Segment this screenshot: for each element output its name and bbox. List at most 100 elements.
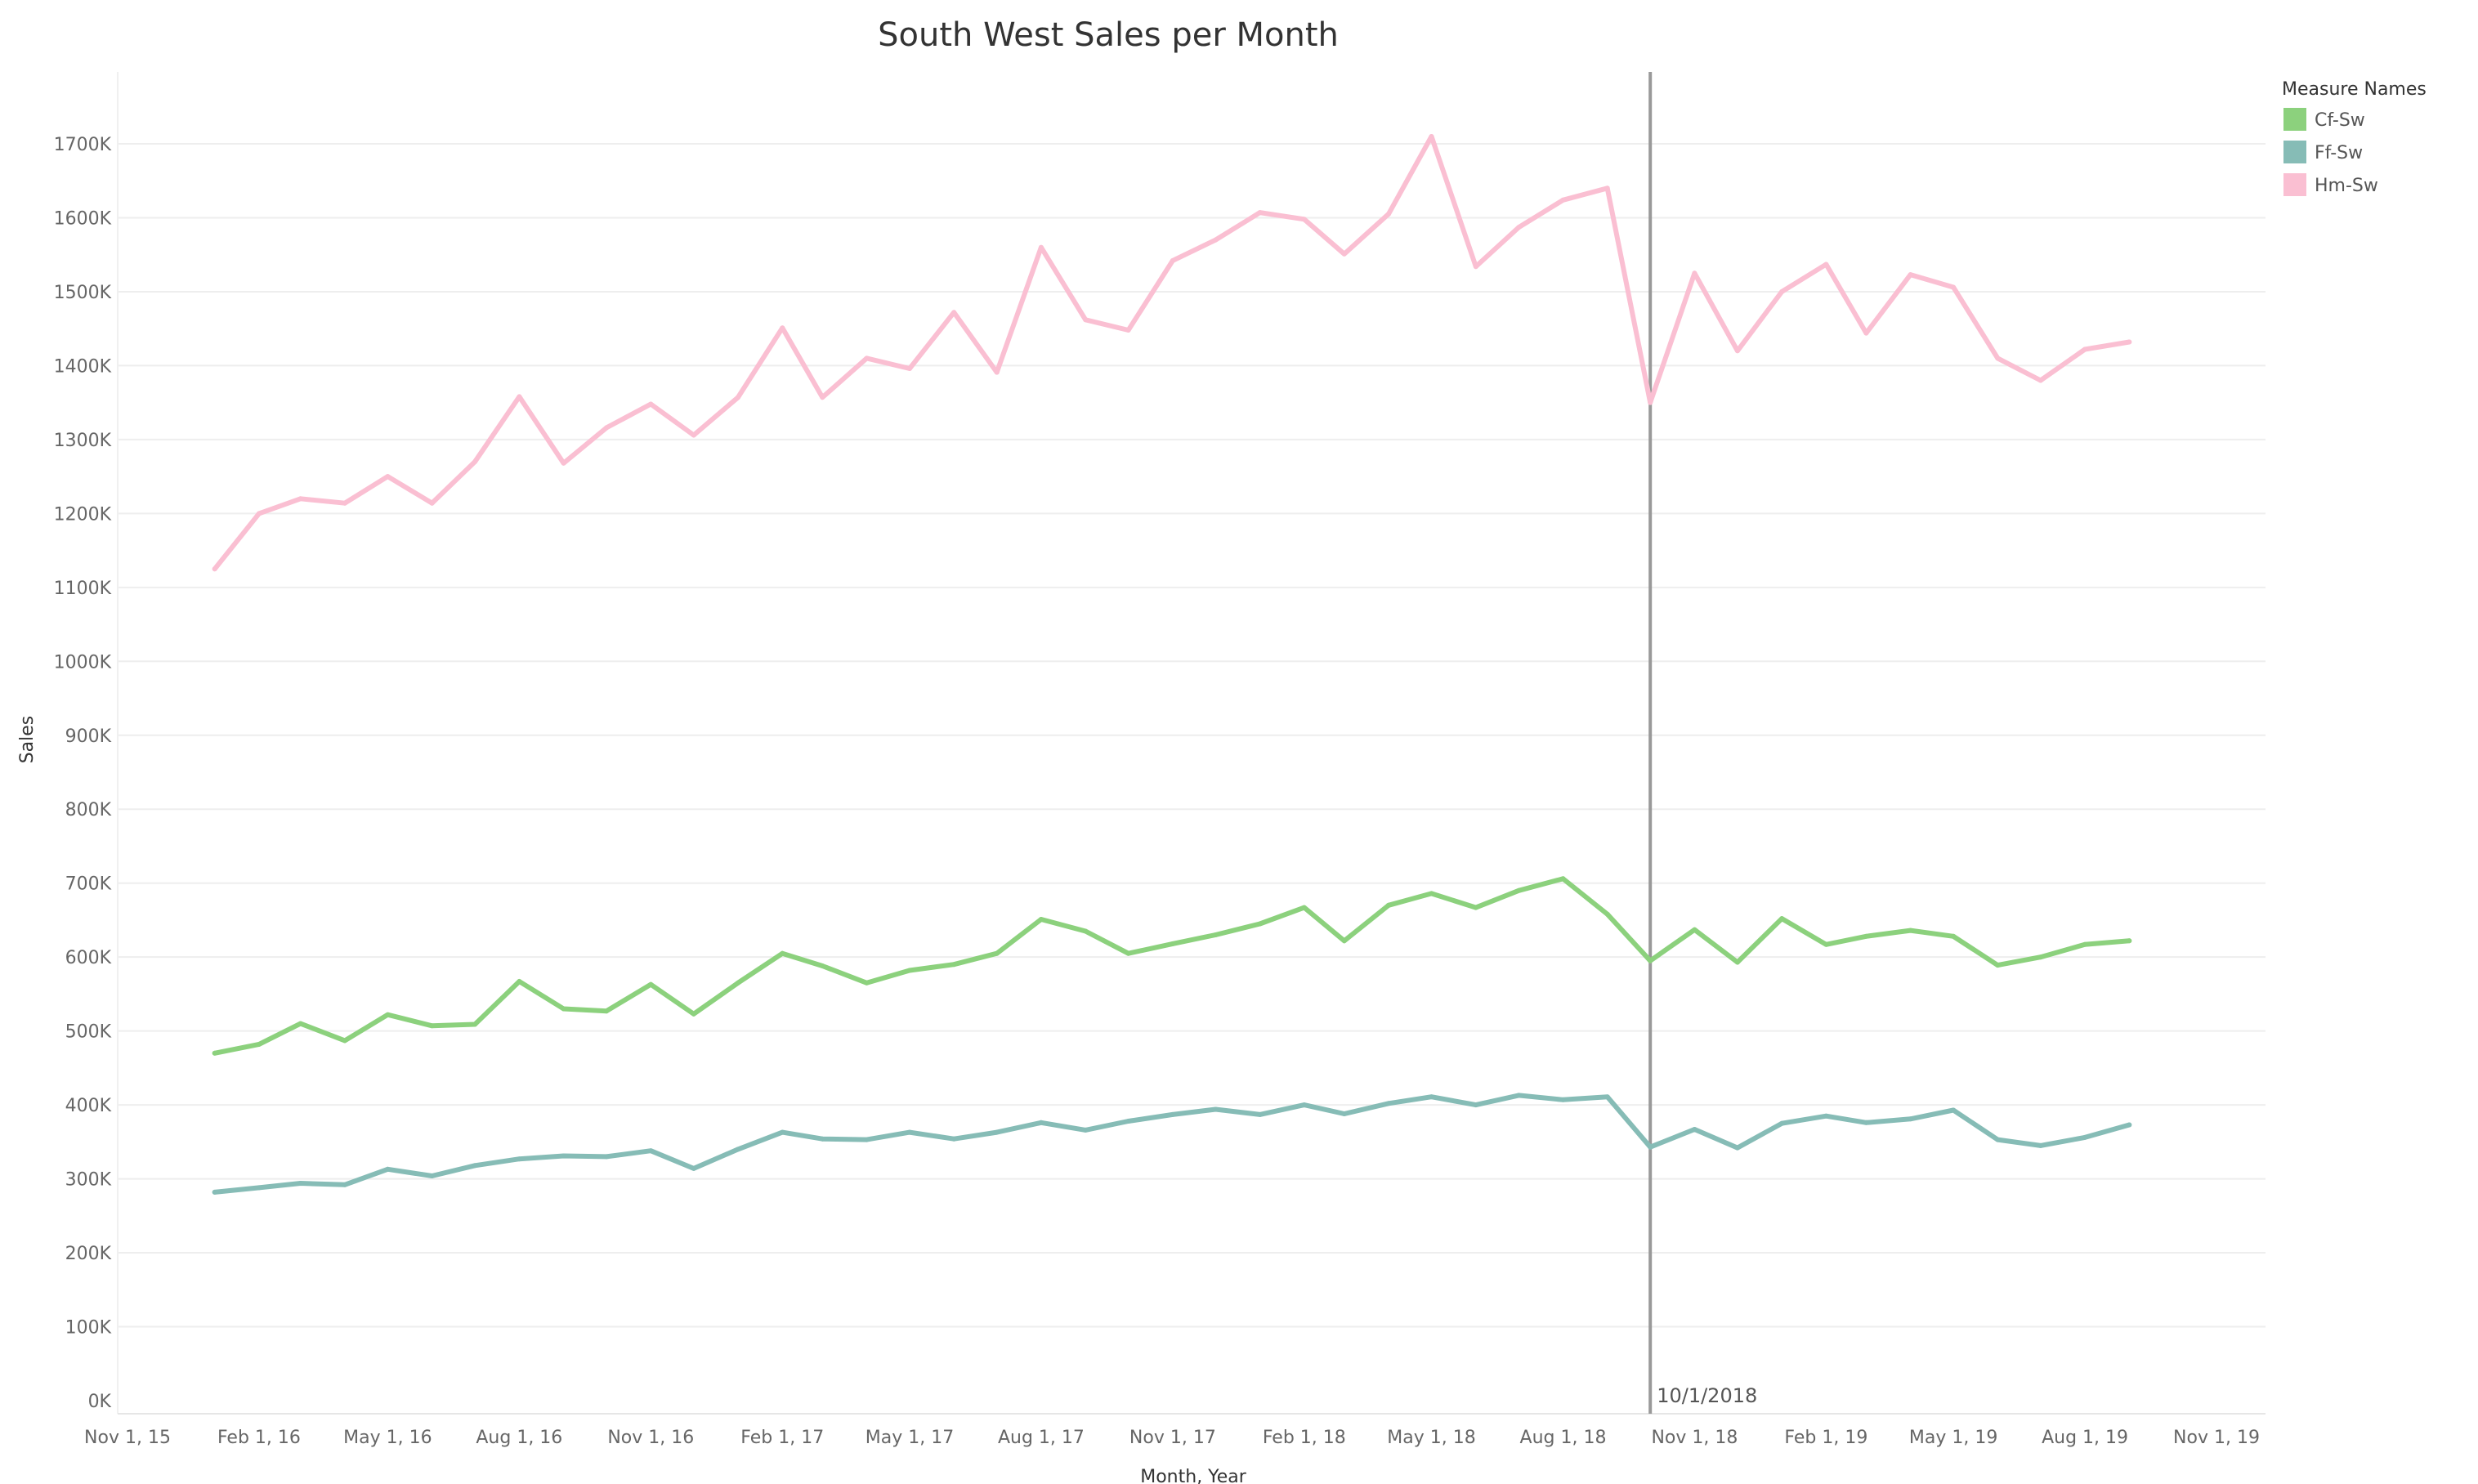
x-axis-title: Month, Year xyxy=(1140,1467,1246,1484)
data-point-cf-sw xyxy=(1516,887,1522,893)
y-tick-label: 900K xyxy=(65,726,112,747)
data-point-cf-sw xyxy=(780,950,785,956)
data-point-ff-sw xyxy=(994,1129,1000,1135)
data-point-hm-sw xyxy=(648,401,654,407)
data-point-hm-sw xyxy=(517,394,522,400)
data-point-cf-sw xyxy=(297,1021,303,1026)
legend-label: Cf-Sw xyxy=(2315,110,2365,131)
data-point-cf-sw xyxy=(212,1050,217,1056)
data-point-cf-sw xyxy=(1779,916,1785,922)
x-tick-labels: Nov 1, 15 Feb 1, 16 May 1, 16 Aug 1, 16 Nov … xyxy=(84,1428,2260,1448)
y-tick-label: 1300K xyxy=(54,431,112,451)
data-point-ff-sw xyxy=(1341,1111,1347,1116)
legend-title: Measure Names xyxy=(2282,79,2427,100)
data-point-hm-sw xyxy=(604,425,610,431)
x-tick-label: May 1, 16 xyxy=(343,1428,432,1448)
data-point-hm-sw xyxy=(429,500,435,506)
y-tick-label: 1200K xyxy=(54,504,112,525)
y-tick-label: 1500K xyxy=(54,283,112,303)
data-point-hm-sw xyxy=(1386,211,1391,217)
data-point-hm-sw xyxy=(1341,251,1347,257)
data-point-hm-sw xyxy=(385,474,391,480)
data-point-cf-sw xyxy=(2037,954,2043,960)
data-point-hm-sw xyxy=(1604,186,1610,191)
data-point-hm-sw xyxy=(1429,134,1434,139)
data-point-ff-sw xyxy=(1516,1093,1522,1098)
data-point-cf-sw xyxy=(1604,911,1610,917)
data-point-cf-sw xyxy=(1125,950,1131,956)
data-point-cf-sw xyxy=(994,950,1000,956)
data-point-hm-sw xyxy=(1823,261,1829,267)
data-point-cf-sw xyxy=(429,1023,435,1029)
y-tick-label: 200K xyxy=(65,1244,112,1264)
legend-swatch xyxy=(2283,173,2306,196)
data-point-hm-sw xyxy=(1257,210,1263,216)
x-tick-label: Feb 1, 17 xyxy=(740,1428,824,1448)
data-point-cf-sw xyxy=(951,962,957,968)
data-point-hm-sw xyxy=(1083,317,1089,323)
data-point-ff-sw xyxy=(1951,1107,1957,1113)
data-point-ff-sw xyxy=(1170,1111,1175,1117)
data-point-hm-sw xyxy=(1648,400,1653,405)
legend-swatch xyxy=(2283,141,2306,163)
data-point-hm-sw xyxy=(736,395,740,400)
data-point-ff-sw xyxy=(257,1185,262,1191)
data-point-ff-sw xyxy=(385,1166,391,1172)
data-point-ff-sw xyxy=(1648,1144,1653,1150)
legend-label: Hm-Sw xyxy=(2315,176,2378,196)
data-point-hm-sw xyxy=(2082,346,2087,352)
data-point-hm-sw xyxy=(691,432,696,438)
data-point-ff-sw xyxy=(1779,1120,1785,1126)
data-point-hm-sw xyxy=(1473,264,1478,270)
x-tick-label: Aug 1, 19 xyxy=(2042,1428,2128,1448)
data-point-cf-sw xyxy=(1995,963,2001,968)
data-point-cf-sw xyxy=(1863,933,1869,939)
series-line-ff-sw xyxy=(212,1093,2132,1195)
data-point-hm-sw xyxy=(907,366,912,371)
x-tick-label: Nov 1, 18 xyxy=(1651,1428,1738,1448)
data-point-hm-sw xyxy=(1301,217,1307,222)
data-point-ff-sw xyxy=(1257,1111,1263,1117)
y-tick-label: 400K xyxy=(65,1096,112,1116)
data-point-ff-sw xyxy=(1038,1120,1044,1125)
data-point-ff-sw xyxy=(1125,1119,1131,1124)
data-point-hm-sw xyxy=(951,310,957,315)
data-point-hm-sw xyxy=(994,369,1000,375)
data-point-ff-sw xyxy=(1995,1137,2001,1142)
data-point-hm-sw xyxy=(780,325,785,331)
reference-line-group: 10/1/2018 xyxy=(1648,72,1757,1414)
data-point-hm-sw xyxy=(1560,197,1566,203)
data-point-cf-sw xyxy=(2127,938,2132,944)
data-point-hm-sw xyxy=(472,459,478,464)
data-point-ff-sw xyxy=(297,1181,303,1186)
y-tick-label: 1000K xyxy=(54,652,112,673)
x-tick-label: Nov 1, 19 xyxy=(2173,1428,2260,1448)
data-point-cf-sw xyxy=(907,968,912,973)
data-point-hm-sw xyxy=(1125,328,1131,333)
x-tick-label: May 1, 19 xyxy=(1909,1428,1997,1448)
legend-label: Ff-Sw xyxy=(2315,143,2363,163)
data-point-cf-sw xyxy=(1908,928,1913,933)
y-tick-label: 1400K xyxy=(54,356,112,377)
y-tick-label: 1100K xyxy=(54,579,112,599)
chart-title: South West Sales per Month xyxy=(878,16,1339,54)
data-point-hm-sw xyxy=(561,460,566,466)
data-point-cf-sw xyxy=(691,1011,696,1017)
y-tick-label: 300K xyxy=(65,1170,112,1191)
data-point-ff-sw xyxy=(517,1156,522,1162)
data-point-cf-sw xyxy=(1429,891,1434,896)
data-point-ff-sw xyxy=(864,1137,870,1142)
data-point-ff-sw xyxy=(1823,1113,1829,1119)
data-point-cf-sw xyxy=(1341,938,1347,944)
data-point-ff-sw xyxy=(429,1173,435,1178)
data-point-hm-sw xyxy=(2127,339,2132,345)
data-point-cf-sw xyxy=(472,1021,478,1027)
data-point-ff-sw xyxy=(648,1148,654,1154)
data-point-cf-sw xyxy=(604,1008,610,1014)
data-point-cf-sw xyxy=(1257,921,1263,927)
data-point-hm-sw xyxy=(1863,330,1869,336)
legend-swatch xyxy=(2283,108,2306,131)
data-point-ff-sw xyxy=(907,1129,912,1135)
data-point-cf-sw xyxy=(257,1041,262,1047)
data-point-hm-sw xyxy=(1170,257,1175,263)
